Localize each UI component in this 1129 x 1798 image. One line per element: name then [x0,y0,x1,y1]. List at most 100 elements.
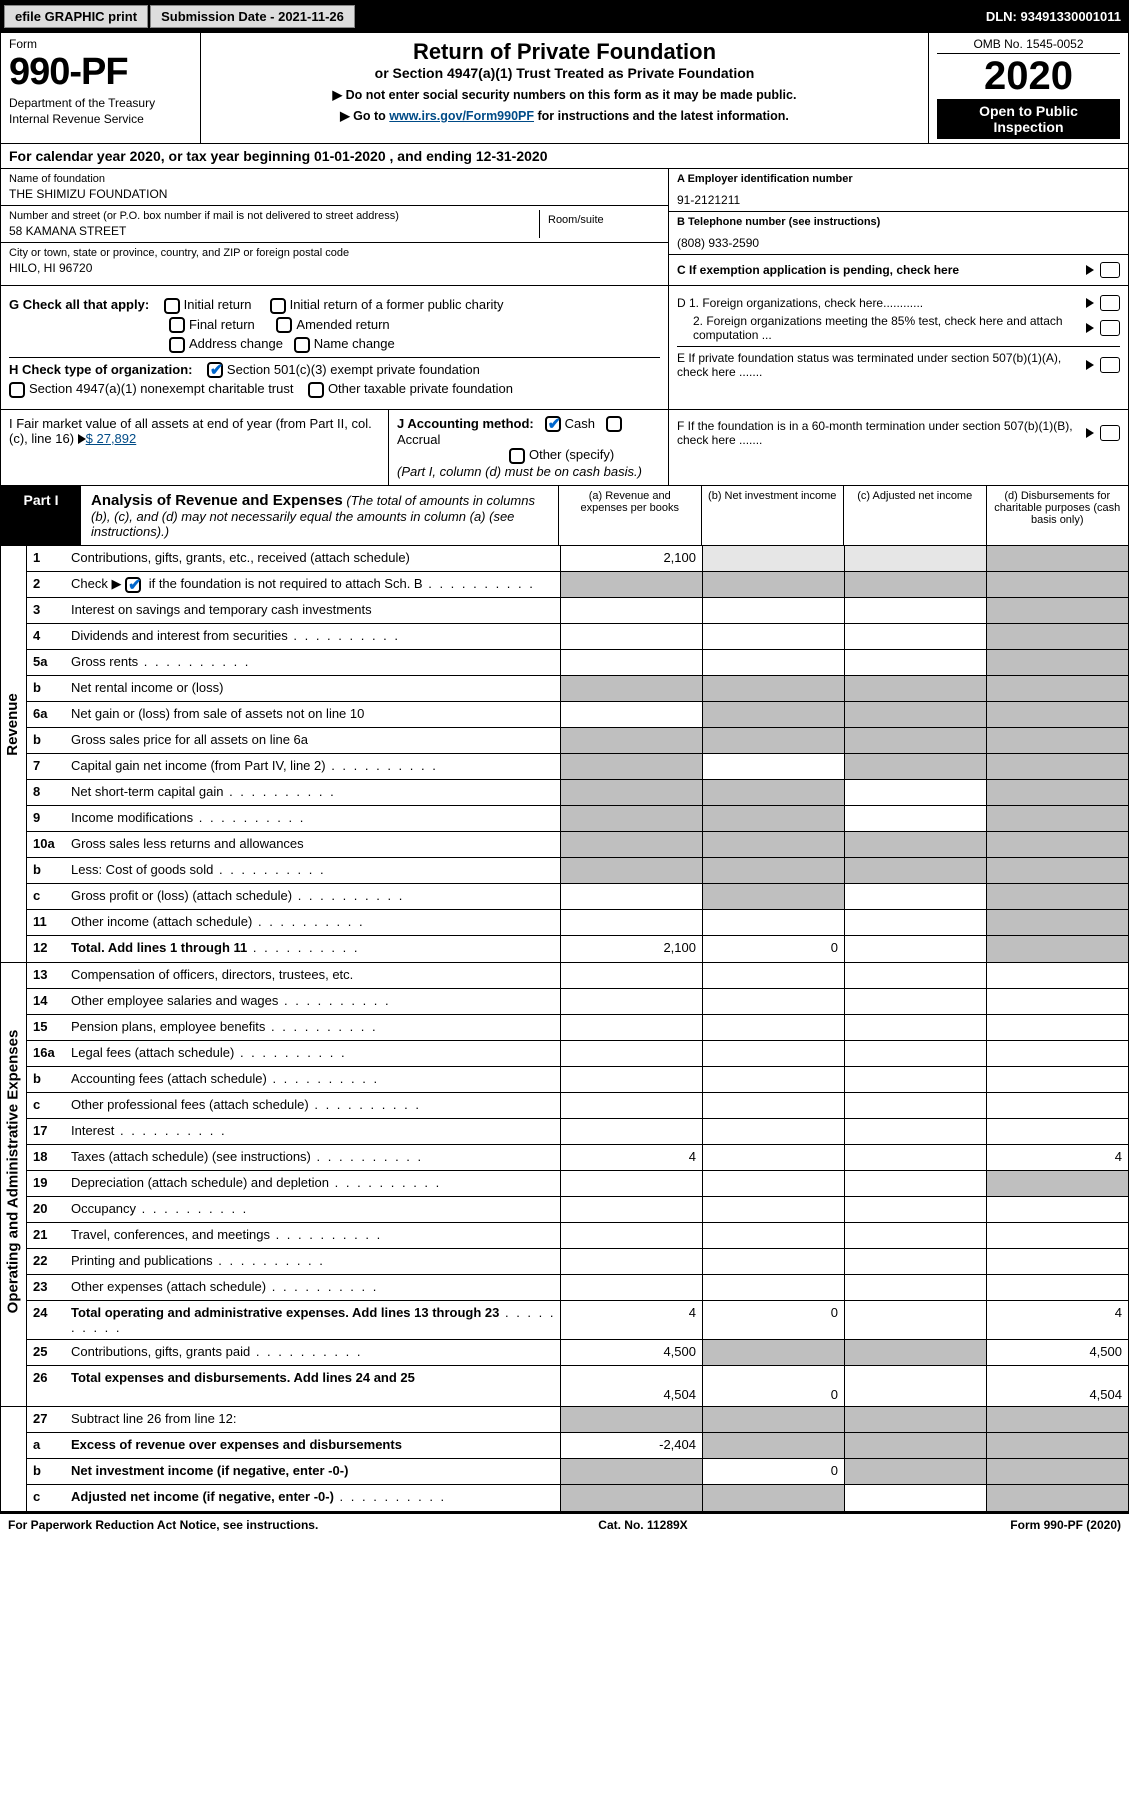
r23-text: Other expenses (attach schedule) [71,1279,266,1294]
chk-final-return[interactable] [169,317,185,333]
r18-num: 18 [27,1145,67,1170]
r24-b: 0 [702,1301,844,1339]
chk-former-charity[interactable] [270,298,286,314]
phone-cell: B Telephone number (see instructions) (8… [669,212,1128,255]
c-checkbox[interactable] [1100,262,1120,278]
expenses-text: Operating and Administrative Expenses [4,1030,21,1314]
row-10b: bLess: Cost of goods sold [27,858,1128,884]
r4-c [844,624,986,649]
r23-num: 23 [27,1275,67,1300]
r5b-d [986,676,1128,701]
row-10c: cGross profit or (loss) (attach schedule… [27,884,1128,910]
r16a-c [844,1041,986,1066]
r27a-d [986,1433,1128,1458]
r4-num: 4 [27,624,67,649]
chk-other-method[interactable] [509,448,525,464]
chk-amended[interactable] [276,317,292,333]
r9-d [986,806,1128,831]
r25-desc: Contributions, gifts, grants paid [67,1340,560,1365]
row-6b: bGross sales price for all assets on lin… [27,728,1128,754]
r16c-num: c [27,1093,67,1118]
r19-text: Depreciation (attach schedule) and deple… [71,1175,329,1190]
r2-pre: Check ▶ [71,576,121,591]
r27b-num: b [27,1459,67,1484]
j3-label: Other (specify) [529,447,614,462]
f-checkbox[interactable] [1100,425,1120,441]
chk-501c3[interactable] [207,362,223,378]
city-cell: City or town, state or province, country… [1,243,668,279]
r23-desc: Other expenses (attach schedule) [67,1275,560,1300]
row-15: 15Pension plans, employee benefits [27,1015,1128,1041]
row-24: 24Total operating and administrative exp… [27,1301,1128,1340]
e-checkbox[interactable] [1100,357,1120,373]
r13-d [986,963,1128,988]
g3-label: Final return [189,317,255,332]
row-2: 2Check ▶ if the foundation is not requir… [27,572,1128,598]
r10a-d [986,832,1128,857]
chk-sch-b[interactable] [125,577,141,593]
r18-text: Taxes (attach schedule) (see instruction… [71,1149,311,1164]
arrow-icon [1086,298,1094,308]
g6-label: Name change [314,336,395,351]
j-note: (Part I, column (d) must be on cash basi… [397,464,642,479]
d1-checkbox[interactable] [1100,295,1120,311]
r27-a [560,1407,702,1432]
chk-4947[interactable] [9,382,25,398]
i-section: I Fair market value of all assets at end… [1,410,388,485]
g-section: G Check all that apply: Initial return I… [1,286,668,409]
r16c-c [844,1093,986,1118]
r11-c [844,910,986,935]
r27c-b [702,1485,844,1511]
page-footer: For Paperwork Reduction Act Notice, see … [0,1514,1129,1536]
row-22: 22Printing and publications [27,1249,1128,1275]
chk-name-change[interactable] [294,337,310,353]
chk-accrual[interactable] [606,416,622,432]
d2-checkbox[interactable] [1100,320,1120,336]
expenses-rows: 13Compensation of officers, directors, t… [27,963,1128,1406]
r27b-d [986,1459,1128,1484]
chk-cash[interactable] [545,416,561,432]
r20-c [844,1197,986,1222]
r14-a [560,989,702,1014]
ein-cell: A Employer identification number 91-2121… [669,169,1128,212]
line27-table: 27Subtract line 26 from line 12: aExcess… [1,1407,1128,1513]
chk-address-change[interactable] [169,337,185,353]
ein-label: A Employer identification number [677,173,1120,185]
r6b-d [986,728,1128,753]
r5a-c [844,650,986,675]
col-a-hdr: (a) Revenue and expenses per books [558,486,701,545]
addr-label: Number and street (or P.O. box number if… [9,210,539,222]
r25-text: Contributions, gifts, grants paid [71,1344,250,1359]
row-21: 21Travel, conferences, and meetings [27,1223,1128,1249]
r17-desc: Interest [67,1119,560,1144]
r10c-desc: Gross profit or (loss) (attach schedule) [67,884,560,909]
r1-c [844,546,986,571]
header-middle: Return of Private Foundation or Section … [201,33,928,143]
r4-text: Dividends and interest from securities [71,628,288,643]
r25-b [702,1340,844,1365]
r10b-c [844,858,986,883]
submission-date: Submission Date - 2021-11-26 [150,5,355,28]
irs-link[interactable]: www.irs.gov/Form990PF [389,109,534,123]
chk-initial-return[interactable] [164,298,180,314]
d2-label: 2. Foreign organizations meeting the 85%… [677,314,1086,342]
r14-d [986,989,1128,1014]
column-headers: (a) Revenue and expenses per books (b) N… [558,486,1128,545]
part1-title: Analysis of Revenue and Expenses (The to… [81,486,558,545]
r21-desc: Travel, conferences, and meetings [67,1223,560,1248]
chk-other-taxable[interactable] [308,382,324,398]
r4-a [560,624,702,649]
city-label: City or town, state or province, country… [9,247,660,259]
r27-desc: Subtract line 26 from line 12: [67,1407,560,1432]
efile-btn[interactable]: efile GRAPHIC print [4,5,148,28]
r9-num: 9 [27,806,67,831]
col-c-hdr: (c) Adjusted net income [843,486,986,545]
r24-a: 4 [560,1301,702,1339]
r13-b [702,963,844,988]
r6b-num: b [27,728,67,753]
cal-begin: 01-01-2020 [314,148,386,164]
r7-num: 7 [27,754,67,779]
r3-num: 3 [27,598,67,623]
r24-desc: Total operating and administrative expen… [67,1301,560,1339]
revenue-text: Revenue [4,693,21,756]
